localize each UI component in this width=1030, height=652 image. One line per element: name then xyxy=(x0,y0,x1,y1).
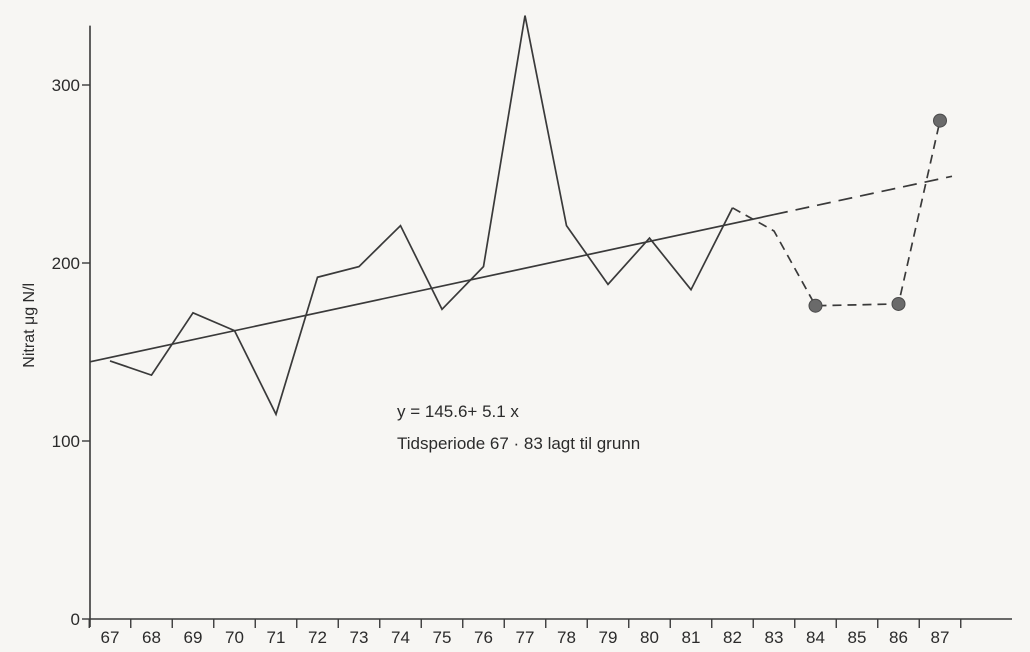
x-tick-label-70: 70 xyxy=(225,628,244,647)
x-tick-label-80: 80 xyxy=(640,628,659,647)
data-markers xyxy=(808,113,947,313)
x-ticks: 67 68 69 70 71 72 73 74 75 76 77 78 79 80 81 82 83 84 85 86… xyxy=(88,619,962,647)
x-tick-label-68: 68 xyxy=(142,628,161,647)
series-lines xyxy=(109,15,941,417)
x-tick-label-81: 81 xyxy=(682,628,701,647)
x-tick-label-67: 67 xyxy=(101,628,120,647)
x-tick-label-76: 76 xyxy=(474,628,493,647)
y-tick-label-300: 300 xyxy=(52,76,80,95)
x-tick-label-83: 83 xyxy=(765,628,784,647)
regression-equation: y = 145.6+ 5.1 x xyxy=(397,402,519,421)
data-point-87 xyxy=(933,113,947,128)
y-tick-label-100: 100 xyxy=(52,432,80,451)
data-point-86 xyxy=(891,296,906,311)
x-tick-label-73: 73 xyxy=(350,628,369,647)
x-tick-label-69: 69 xyxy=(184,628,203,647)
x-tick-label-84: 84 xyxy=(806,628,825,647)
x-tick-label-75: 75 xyxy=(433,628,452,647)
x-tick-label-78: 78 xyxy=(557,628,576,647)
x-tick-label-87: 87 xyxy=(931,628,950,647)
x-tick-label-72: 72 xyxy=(308,628,327,647)
x-tick-label-77: 77 xyxy=(516,628,535,647)
regression-lines xyxy=(89,175,953,363)
x-tick-label-71: 71 xyxy=(267,628,286,647)
regression-line-dashed xyxy=(773,175,953,216)
x-tick-label-86: 86 xyxy=(889,628,908,647)
x-tick-label-79: 79 xyxy=(599,628,618,647)
x-tick-label-85: 85 xyxy=(848,628,867,647)
y-axis-title: Nitrat μg N/l xyxy=(21,283,38,368)
series-line-solid xyxy=(109,15,734,417)
x-tick-label-74: 74 xyxy=(391,628,410,647)
y-ticks: 0 100 200 300 xyxy=(52,76,90,629)
series-line-dashed xyxy=(732,120,941,307)
period-note: Tidsperiode 67 · 83 lagt til grunn xyxy=(397,434,640,453)
x-tick-label-82: 82 xyxy=(723,628,742,647)
data-point-84 xyxy=(808,298,823,313)
axes xyxy=(89,25,1012,627)
y-tick-label-200: 200 xyxy=(52,254,80,273)
y-tick-label-0: 0 xyxy=(71,610,80,629)
